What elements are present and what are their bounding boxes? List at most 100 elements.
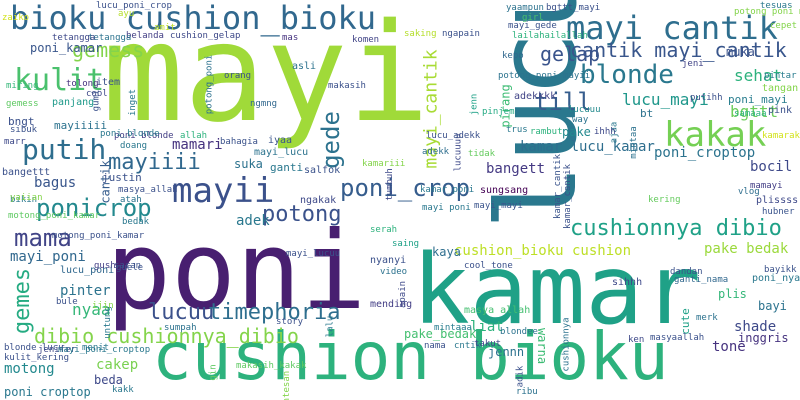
- cloud-word: pinjem: [482, 107, 515, 117]
- cloud-word: ijin: [92, 301, 114, 311]
- cloud-word: sehat: [734, 66, 783, 85]
- cloud-word: bt: [640, 107, 654, 120]
- cloud-word: mayi poni: [422, 203, 471, 213]
- cloud-word: poni_nyaa: [752, 273, 800, 284]
- cloud-word: serah: [370, 225, 398, 235]
- cloud-word: nama: [424, 341, 446, 351]
- cloud-word: lucuu: [148, 300, 215, 325]
- cloud-word: ngakak: [300, 195, 337, 206]
- cloud-word: zaiko: [2, 13, 30, 23]
- cloud-word: gemess: [6, 99, 39, 109]
- cloud-word: mamari: [172, 137, 223, 153]
- cloud-word: tangan: [762, 83, 799, 94]
- cloud-word: ihhh: [594, 127, 616, 137]
- cloud-word: inget: [128, 88, 139, 117]
- cloud-word: hubner: [762, 207, 795, 217]
- cloud-word: vlog: [738, 187, 760, 197]
- cloud-word: gin: [208, 364, 219, 381]
- cloud-word: atah: [120, 195, 142, 205]
- cloud-word: ribu: [516, 387, 538, 397]
- cloud-word: bahagia: [220, 137, 258, 147]
- cloud-word: sihhh: [612, 277, 643, 288]
- cloud-word: apain: [398, 280, 409, 309]
- cloud-word: poni: [106, 209, 367, 334]
- cloud-word: yaampun: [506, 3, 544, 13]
- cloud-word: masya_allah: [118, 185, 178, 195]
- cloud-word: gemes: [10, 267, 36, 335]
- cloud-word: belanda: [126, 31, 164, 41]
- cloud-word: bedak: [122, 217, 150, 227]
- cloud-word: sibuk: [10, 125, 38, 135]
- cloud-word: untung: [102, 306, 113, 339]
- cloud-word: saking: [404, 29, 437, 39]
- cloud-word: menit: [82, 343, 110, 353]
- cloud-word: takut: [474, 339, 502, 349]
- cloud-word: mayi_lucuu: [286, 249, 341, 259]
- cloud-word: inggris: [738, 331, 789, 345]
- cloud-word: pake bedak: [704, 241, 789, 257]
- cloud-word: pirang: [498, 84, 513, 128]
- cloud-word: yaiian: [10, 193, 43, 203]
- cloud-word: cool_tone: [464, 261, 513, 271]
- cloud-word: masya allah: [464, 305, 531, 316]
- cloud-word: mayiiii: [108, 150, 201, 175]
- cloud-word: potong_poni mayii: [498, 71, 591, 81]
- cloud-word: liat: [470, 319, 504, 335]
- cloud-word: potong_poni: [204, 54, 215, 115]
- cloud-word: motong: [4, 361, 55, 377]
- cloud-word: cute: [678, 308, 692, 335]
- cloud-word: dibio cushionnya_dibio: [34, 324, 299, 348]
- cloud-word: guele: [116, 263, 144, 273]
- cloud-word: pintar: [764, 71, 797, 81]
- cloud-word: cushion_bioku cushion: [454, 243, 632, 259]
- cloud-word: sumpah: [164, 323, 197, 333]
- cloud-word: bangettt: [2, 167, 51, 178]
- cloud-word: gelap: [540, 42, 601, 66]
- cloud-word: suka: [234, 157, 263, 171]
- cloud-word: makasih: [328, 81, 366, 91]
- cloud-word: mama: [14, 224, 72, 252]
- cloud-word: kamar_cantik: [563, 163, 574, 230]
- cloud-word: bikin: [10, 195, 38, 205]
- cloud-word: lucu_poni: [60, 265, 115, 276]
- cloud-word: kamar_poni: [420, 185, 475, 195]
- cloud-word: ken: [628, 335, 645, 345]
- cloud-word: jeni: [682, 59, 704, 69]
- cloud-word: poni blonde: [114, 131, 174, 141]
- cloud-word: blonde lucu: [4, 343, 64, 353]
- cloud-word: masyaallah: [650, 333, 705, 343]
- cloud-word: merk: [696, 313, 718, 323]
- cloud-word: mayiiiii: [54, 119, 107, 132]
- cloud-word: cantik mayi_cantik: [570, 38, 787, 62]
- cloud-word: ponicrop: [36, 194, 152, 222]
- cloud-word: cushionnya: [561, 317, 572, 372]
- cloud-word: mas: [282, 33, 299, 43]
- cloud-word: pake: [562, 125, 591, 139]
- cloud-word: trus: [506, 125, 528, 135]
- cloud-word: orang: [224, 71, 252, 81]
- cloud-word: dandan: [670, 267, 703, 277]
- cloud-word: poni_mayi: [728, 93, 788, 106]
- cloud-word: bgttt: [730, 102, 779, 121]
- cloud-word: pake_bedak: [404, 327, 477, 341]
- cloud-word: bayikk: [764, 265, 797, 275]
- cloud-word: saran: [114, 261, 142, 271]
- cloud-word: mayi cantik: [566, 9, 778, 47]
- cloud-word: pinter: [60, 283, 111, 299]
- cloud-word: poni_crop: [340, 174, 471, 202]
- cloud-word: gumi: [91, 89, 102, 112]
- cloud-word: salfok: [304, 165, 341, 176]
- cloud-word: marr: [4, 137, 26, 147]
- cloud-word: nyaa: [72, 300, 111, 319]
- cloud-word: komen: [352, 35, 380, 45]
- cloud-word: mayi_gede: [508, 21, 557, 31]
- cloud-word: putih: [22, 133, 107, 166]
- cloud-word: story: [276, 317, 304, 327]
- cloud-word: kamar: [412, 234, 701, 346]
- cloud-word: blondee: [500, 327, 538, 337]
- cloud-word: lailahailallah: [512, 31, 588, 41]
- cloud-word: till: [534, 88, 592, 116]
- cloud-word: mending: [370, 299, 413, 310]
- cloud-word: nyanyi: [370, 255, 407, 266]
- cloud-word: doang: [120, 141, 148, 151]
